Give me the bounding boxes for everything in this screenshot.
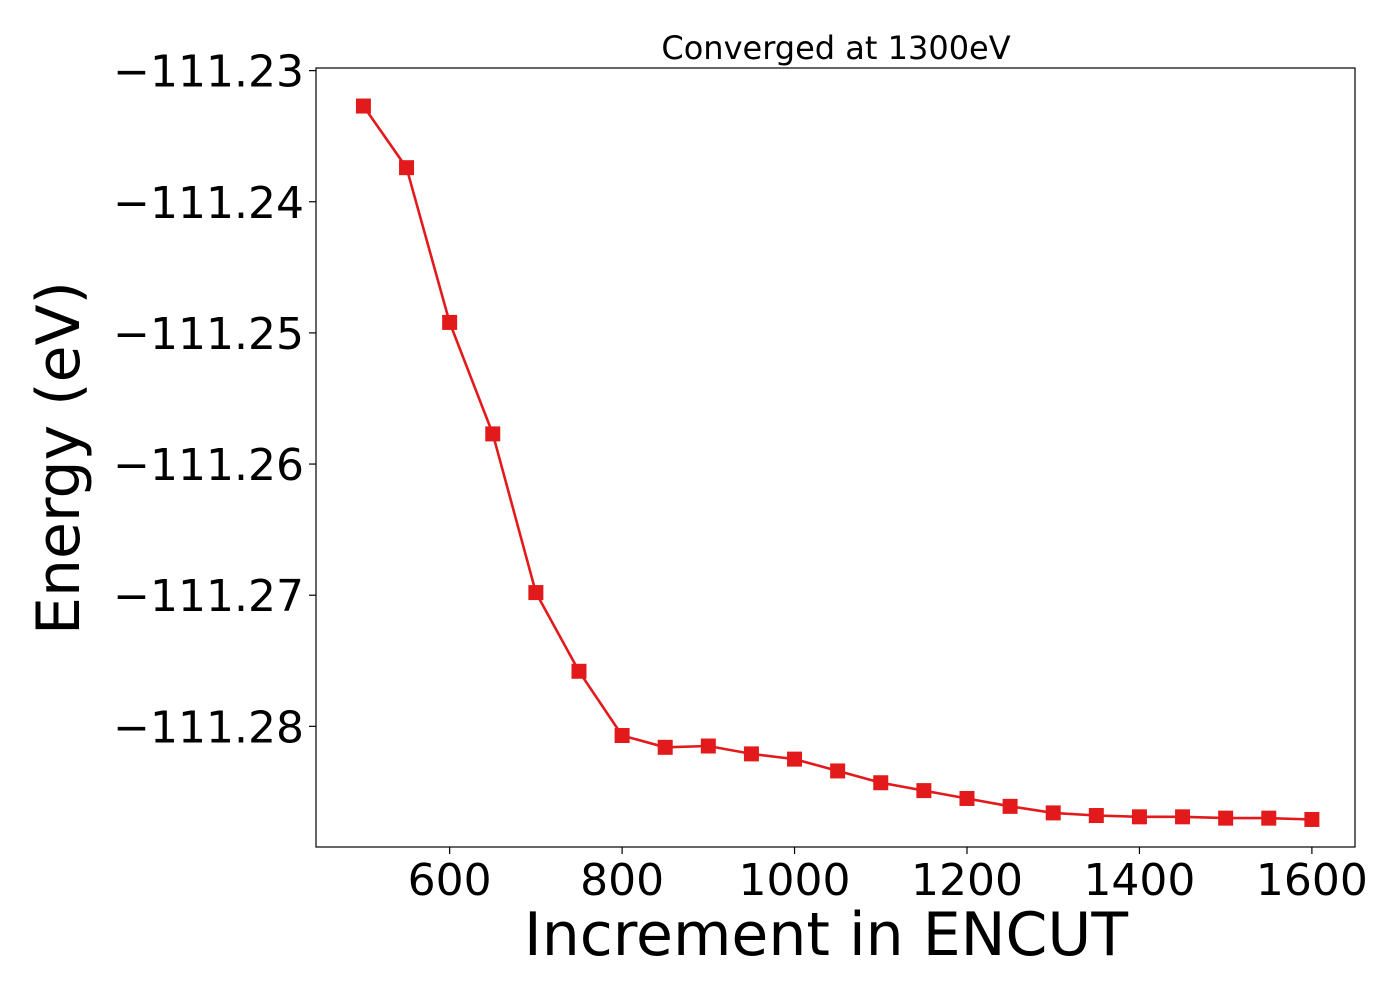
data-point — [873, 775, 889, 791]
data-point — [571, 663, 587, 679]
plot-area-frame — [315, 67, 1356, 848]
x-axis: 600 800 1000 1200 1400 1600 — [408, 847, 1368, 906]
y-tick-label: −111.27 — [113, 571, 304, 622]
x-tick-label: 1200 — [911, 855, 1023, 906]
data-point — [1131, 809, 1147, 825]
data-point — [442, 314, 458, 330]
series-layer — [355, 98, 1320, 827]
x-tick-label: 600 — [408, 855, 492, 906]
data-point — [399, 160, 415, 176]
data-point — [830, 763, 846, 779]
x-tick-label: 1600 — [1256, 855, 1368, 906]
data-point — [614, 728, 630, 744]
data-point — [1045, 805, 1061, 821]
data-point — [485, 426, 501, 442]
chart-title: Converged at 1300eV — [661, 29, 1010, 67]
data-point — [1261, 810, 1277, 826]
data-point — [1175, 809, 1191, 825]
data-point — [787, 751, 803, 767]
series-line — [362, 105, 1312, 821]
y-tick-label: −111.28 — [113, 702, 304, 753]
x-tick-label: 1000 — [739, 855, 851, 906]
data-point — [355, 98, 371, 114]
data-point — [528, 585, 544, 601]
data-point — [1002, 798, 1018, 814]
data-point — [700, 738, 716, 754]
data-point — [959, 790, 975, 806]
data-point — [657, 739, 673, 755]
x-tick-label: 1400 — [1083, 855, 1195, 906]
x-axis-label: Increment in ENCUT — [524, 900, 1128, 970]
y-tick-label: −111.25 — [113, 309, 304, 360]
y-tick-label: −111.24 — [113, 178, 304, 229]
data-point — [1218, 810, 1234, 826]
y-axis-label: Energy (eV) — [24, 281, 94, 635]
y-tick-label: −111.26 — [113, 440, 304, 491]
y-tick-label: −111.23 — [113, 47, 304, 98]
y-axis: −111.23 −111.24 −111.25 −111.26 −111.27 −111.… — [113, 47, 316, 753]
x-tick-label: 800 — [580, 855, 664, 906]
data-point — [916, 783, 932, 799]
data-point — [1088, 808, 1104, 824]
data-point — [743, 746, 759, 762]
data-point — [1304, 811, 1320, 827]
